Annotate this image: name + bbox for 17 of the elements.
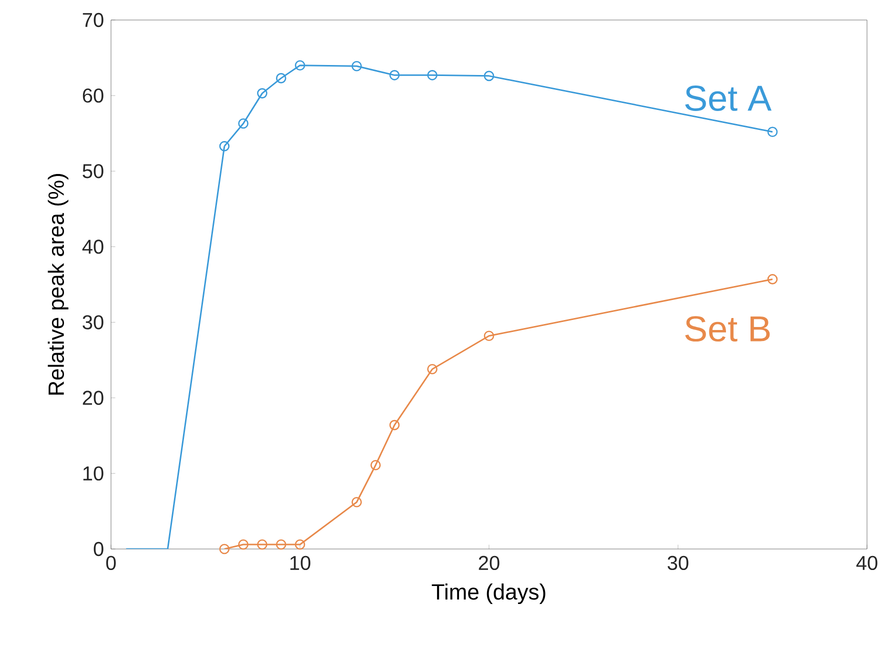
y-tick-label: 40 (82, 240, 104, 254)
y-tick-label: 10 (83, 466, 104, 480)
x-tick-label: 30 (668, 556, 688, 570)
x-tick-label: 0 (106, 556, 116, 570)
y-tick-label: 60 (82, 88, 104, 103)
x-tick-label: 10 (290, 556, 310, 570)
series-label: Set A (685, 86, 772, 111)
y-axis-title: Relative peak area (%) (48, 174, 68, 395)
y-tick-label: 20 (82, 390, 104, 405)
y-tick-label: 50 (82, 164, 104, 178)
y-tick-label: 70 (82, 12, 104, 28)
y-tick-label: 30 (82, 315, 104, 330)
series-label: Set B (685, 316, 770, 342)
x-tick-label: 20 (478, 556, 500, 570)
y-tick-label: 0 (94, 542, 104, 556)
x-tick-label: 40 (856, 556, 878, 570)
x-axis-title: Time (days) (432, 584, 546, 604)
